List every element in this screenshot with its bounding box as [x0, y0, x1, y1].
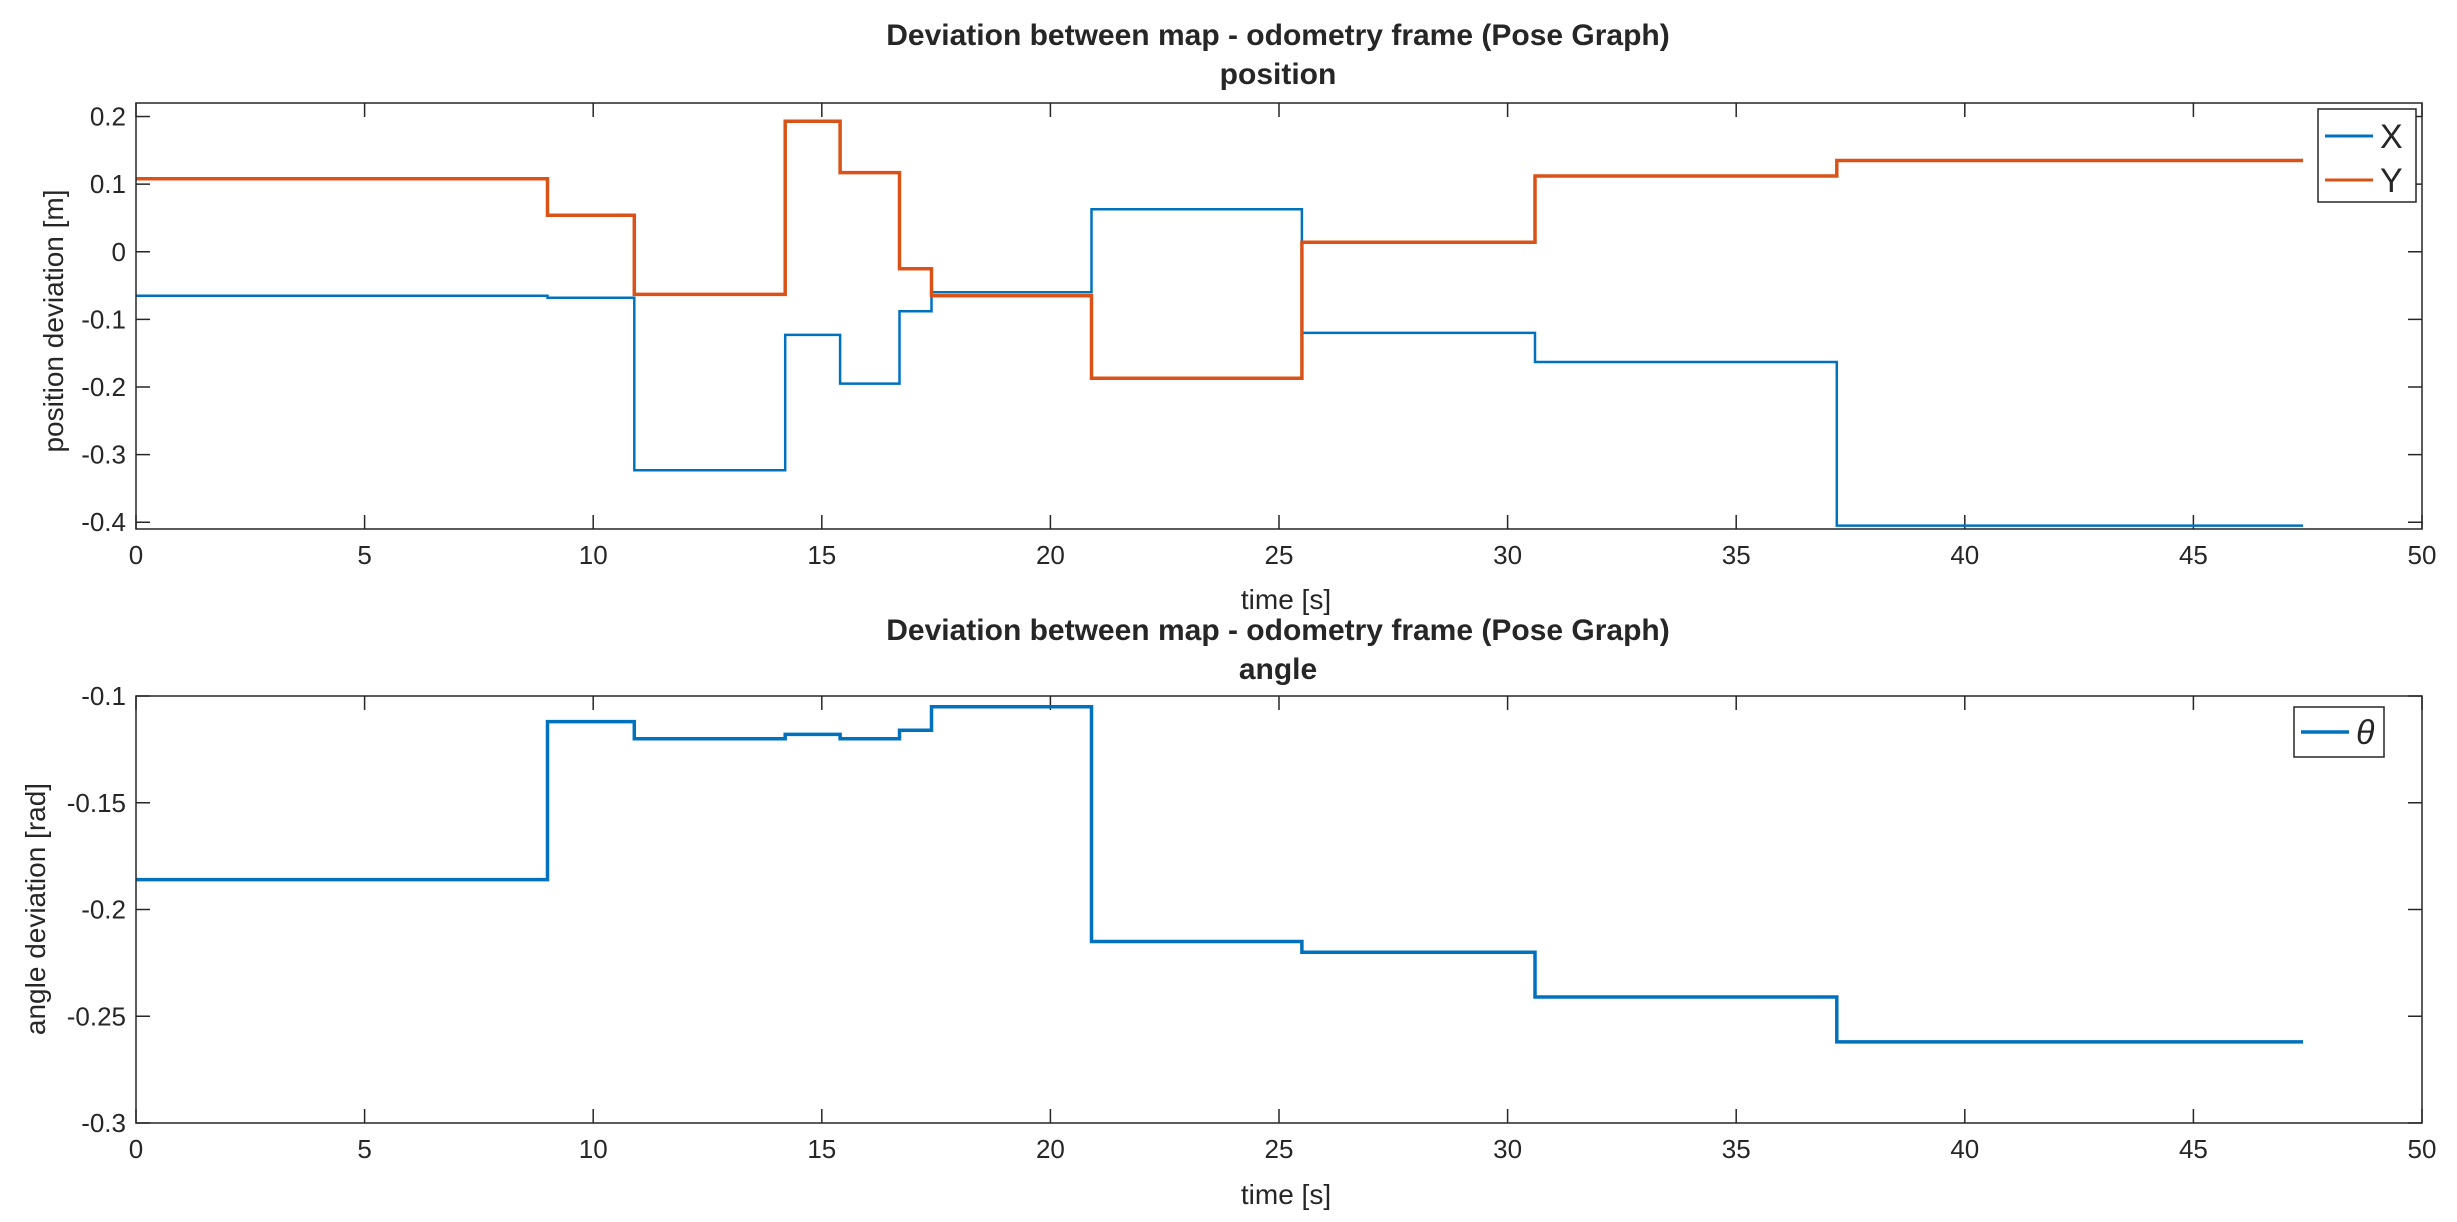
x-tick-label: 0	[129, 1134, 143, 1164]
axes-box	[135, 102, 2423, 530]
series-line-x	[136, 207, 2304, 527]
x-tick-label: 35	[1722, 1134, 1751, 1164]
x-tick-label: 30	[1493, 1134, 1522, 1164]
x-tick-label: 5	[357, 540, 371, 570]
legend-label-y: Y	[2380, 162, 2403, 200]
x-tick-label: 25	[1265, 1134, 1294, 1164]
x-tick-label: 15	[807, 540, 836, 570]
x-axis-label: time [s]	[1241, 1179, 1331, 1210]
y-axis-label: angle deviation [rad]	[20, 783, 51, 1035]
y-tick-label: -0.15	[67, 788, 126, 818]
legend-label-theta: θ	[2356, 714, 2375, 752]
angle-chart: Deviation between map - odometry frame (…	[20, 614, 2436, 1210]
y-tick-label: 0.2	[90, 102, 126, 132]
x-tick-label: 45	[2179, 540, 2208, 570]
x-tick-label: 50	[2408, 1134, 2437, 1164]
legend-label-x: X	[2380, 118, 2403, 156]
y-tick-label: -0.4	[81, 507, 126, 537]
y-tick-label: -0.25	[67, 1001, 126, 1031]
chart-subtitle: angle	[1239, 653, 1317, 686]
x-tick-label: 45	[2179, 1134, 2208, 1164]
x-tick-label: 40	[1950, 1134, 1979, 1164]
legend-box	[2317, 108, 2417, 203]
chart-title: Deviation between map - odometry frame (…	[886, 19, 1670, 52]
y-tick-label: -0.1	[81, 304, 126, 334]
axes-box	[135, 695, 2423, 1124]
plot-lines	[136, 704, 2304, 1044]
chart-title: Deviation between map - odometry frame (…	[886, 614, 1670, 647]
position-chart: Deviation between map - odometry frame (…	[38, 19, 2436, 615]
y-tick-label: -0.1	[81, 681, 126, 711]
x-axis-label: time [s]	[1241, 584, 1331, 615]
x-tick-label: 10	[579, 1134, 608, 1164]
x-tick-label: 40	[1950, 540, 1979, 570]
y-tick-label: 0.1	[90, 169, 126, 199]
x-tick-label: 25	[1265, 540, 1294, 570]
y-tick-label: -0.3	[81, 440, 126, 470]
x-tick-label: 20	[1036, 1134, 1065, 1164]
x-tick-label: 35	[1722, 540, 1751, 570]
series-line-θ	[136, 704, 2304, 1044]
y-tick-label: 0	[112, 237, 126, 267]
legend: θ	[2293, 706, 2385, 758]
x-tick-label: 10	[579, 540, 608, 570]
y-tick-label: -0.3	[81, 1108, 126, 1138]
axis-ticks: 0 5 10 15 20 25 30 35 40 45 50 -0.3 -0.25 -0.2 -0.15 -0…	[67, 681, 2437, 1164]
axis-ticks: 0 5 10 15 20 25 30 35 40 45 50 -0.4 -0.3 -0.2 -0.1 0 0.1…	[81, 102, 2436, 570]
plot-lines	[136, 119, 2304, 527]
series-line-y	[136, 119, 2304, 380]
x-tick-label: 50	[2408, 540, 2437, 570]
chart-subtitle: position	[1220, 58, 1337, 91]
x-tick-label: 0	[129, 540, 143, 570]
x-tick-label: 30	[1493, 540, 1522, 570]
y-tick-label: -0.2	[81, 372, 126, 402]
y-axis-label: position deviation [m]	[38, 189, 69, 452]
x-tick-label: 15	[807, 1134, 836, 1164]
x-tick-label: 20	[1036, 540, 1065, 570]
legend: X Y	[2317, 108, 2417, 203]
y-tick-label: -0.2	[81, 895, 126, 925]
x-tick-label: 5	[357, 1134, 371, 1164]
